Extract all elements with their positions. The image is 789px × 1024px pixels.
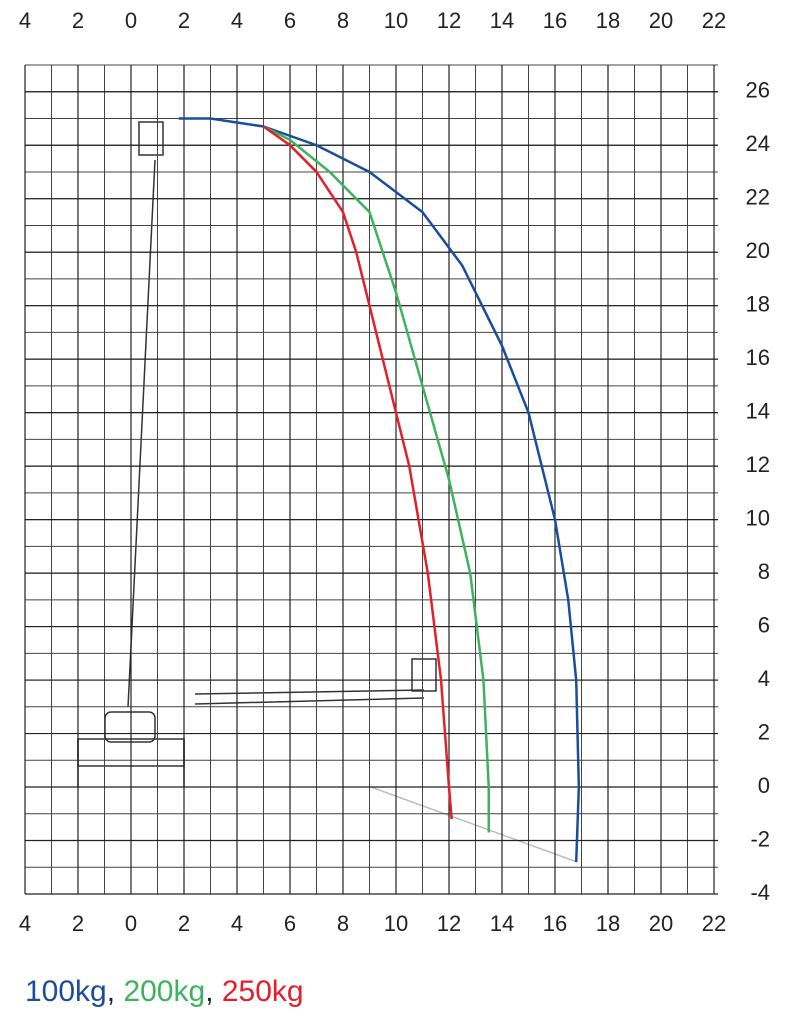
y-tick-label: 10: [746, 505, 770, 530]
y-tick-label: 26: [746, 78, 770, 103]
legend-space: [115, 975, 123, 1008]
x-tick-label-top: 20: [649, 8, 673, 33]
x-tick-label: 6: [284, 911, 296, 936]
y-tick-label: -4: [750, 880, 770, 905]
legend-space: [214, 975, 222, 1008]
legend-separator: ,: [205, 975, 213, 1008]
x-tick-label: 8: [337, 911, 349, 936]
legend-separator: ,: [107, 975, 115, 1008]
x-tick-label-top: 8: [337, 8, 349, 33]
x-tick-label: 10: [384, 911, 408, 936]
x-tick-label: 16: [543, 911, 567, 936]
series-line: [178, 117, 581, 862]
y-tick-label: 2: [758, 719, 770, 744]
x-tick-label-top: 2: [178, 8, 190, 33]
y-tick-label: 6: [758, 612, 770, 637]
x-tick-label-top: 4: [19, 8, 31, 33]
y-tick-label: 24: [746, 131, 770, 156]
x-tick-label: 14: [490, 911, 514, 936]
y-tick-label: 4: [758, 666, 770, 691]
y-tick-label: -2: [750, 826, 770, 851]
x-tick-label-top: 0: [125, 8, 137, 33]
x-tick-label: 2: [72, 911, 84, 936]
y-tick-label: 18: [746, 291, 770, 316]
x-tick-label-top: 6: [284, 8, 296, 33]
y-tick-label: 20: [746, 238, 770, 263]
legend-entry: 100kg: [25, 975, 107, 1008]
x-tick-label-top: 18: [596, 8, 620, 33]
x-tick-label: 22: [702, 911, 726, 936]
x-tick-label: 18: [596, 911, 620, 936]
x-tick-label-top: 22: [702, 8, 726, 33]
y-tick-label: 8: [758, 559, 770, 584]
legend-entry: 200kg: [123, 975, 205, 1008]
x-tick-label-top: 2: [72, 8, 84, 33]
x-tick-label-top: 16: [543, 8, 567, 33]
x-tick-label: 4: [19, 911, 31, 936]
x-tick-label: 12: [437, 911, 461, 936]
y-tick-label: 22: [746, 185, 770, 210]
y-tick-label: 12: [746, 452, 770, 477]
y-tick-label: 0: [758, 773, 770, 798]
x-tick-label: 0: [125, 911, 137, 936]
x-tick-label-top: 12: [437, 8, 461, 33]
x-tick-label: 4: [231, 911, 243, 936]
y-tick-label: 14: [746, 398, 770, 423]
series-line: [262, 125, 453, 820]
y-tick-label: 16: [746, 345, 770, 370]
x-tick-label: 20: [649, 911, 673, 936]
x-tick-label-top: 14: [490, 8, 514, 33]
x-tick-label-top: 10: [384, 8, 408, 33]
series-line: [262, 125, 490, 833]
legend: 100kg, 200kg, 250kg: [25, 975, 304, 1008]
legend-entry: 250kg: [222, 975, 304, 1008]
x-tick-label: 2: [178, 911, 190, 936]
x-tick-label-top: 4: [231, 8, 243, 33]
